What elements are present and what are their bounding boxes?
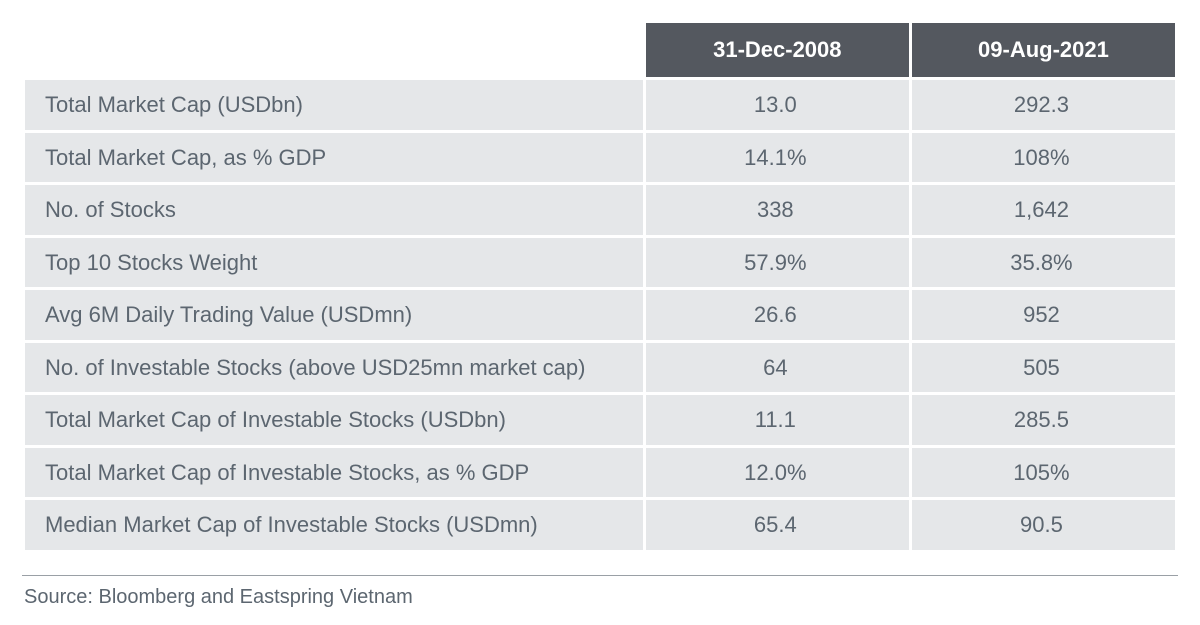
row-value: 505: [912, 343, 1175, 393]
row-value: 90.5: [912, 500, 1175, 550]
row-label: Total Market Cap of Investable Stocks, a…: [25, 448, 643, 498]
row-label: No. of Investable Stocks (above USD25mn …: [25, 343, 643, 393]
row-value: 11.1: [646, 395, 909, 445]
table-row: Total Market Cap of Investable Stocks (U…: [25, 395, 1175, 445]
table-header-row: 31-Dec-2008 09-Aug-2021: [25, 23, 1175, 77]
row-label: Total Market Cap (USDbn): [25, 80, 643, 130]
row-value: 952: [912, 290, 1175, 340]
table-row: Avg 6M Daily Trading Value (USDmn) 26.6 …: [25, 290, 1175, 340]
source-line: Source: Bloomberg and Eastspring Vietnam: [22, 586, 1178, 613]
row-label: Total Market Cap, as % GDP: [25, 133, 643, 183]
table-row: Total Market Cap of Investable Stocks, a…: [25, 448, 1175, 498]
row-value: 65.4: [646, 500, 909, 550]
table-header-col1: 31-Dec-2008: [646, 23, 909, 77]
row-value: 64: [646, 343, 909, 393]
divider: [22, 575, 1178, 576]
row-value: 1,642: [912, 185, 1175, 235]
row-label: Avg 6M Daily Trading Value (USDmn): [25, 290, 643, 340]
table-header-blank: [25, 23, 643, 77]
table-row: No. of Investable Stocks (above USD25mn …: [25, 343, 1175, 393]
row-value: 105%: [912, 448, 1175, 498]
table-row: No. of Stocks 338 1,642: [25, 185, 1175, 235]
table-row: Total Market Cap, as % GDP 14.1% 108%: [25, 133, 1175, 183]
row-label: Total Market Cap of Investable Stocks (U…: [25, 395, 643, 445]
row-label: Median Market Cap of Investable Stocks (…: [25, 500, 643, 550]
row-label: Top 10 Stocks Weight: [25, 238, 643, 288]
row-value: 108%: [912, 133, 1175, 183]
row-value: 14.1%: [646, 133, 909, 183]
row-value: 35.8%: [912, 238, 1175, 288]
row-value: 338: [646, 185, 909, 235]
table-container: 31-Dec-2008 09-Aug-2021 Total Market Cap…: [0, 0, 1200, 625]
row-value: 285.5: [912, 395, 1175, 445]
row-value: 12.0%: [646, 448, 909, 498]
table-header-col2: 09-Aug-2021: [912, 23, 1175, 77]
market-stats-table: 31-Dec-2008 09-Aug-2021 Total Market Cap…: [22, 20, 1178, 553]
table-row: Total Market Cap (USDbn) 13.0 292.3: [25, 80, 1175, 130]
row-value: 26.6: [646, 290, 909, 340]
row-value: 292.3: [912, 80, 1175, 130]
row-value: 13.0: [646, 80, 909, 130]
table-row: Top 10 Stocks Weight 57.9% 35.8%: [25, 238, 1175, 288]
row-label: No. of Stocks: [25, 185, 643, 235]
table-row: Median Market Cap of Investable Stocks (…: [25, 500, 1175, 550]
row-value: 57.9%: [646, 238, 909, 288]
